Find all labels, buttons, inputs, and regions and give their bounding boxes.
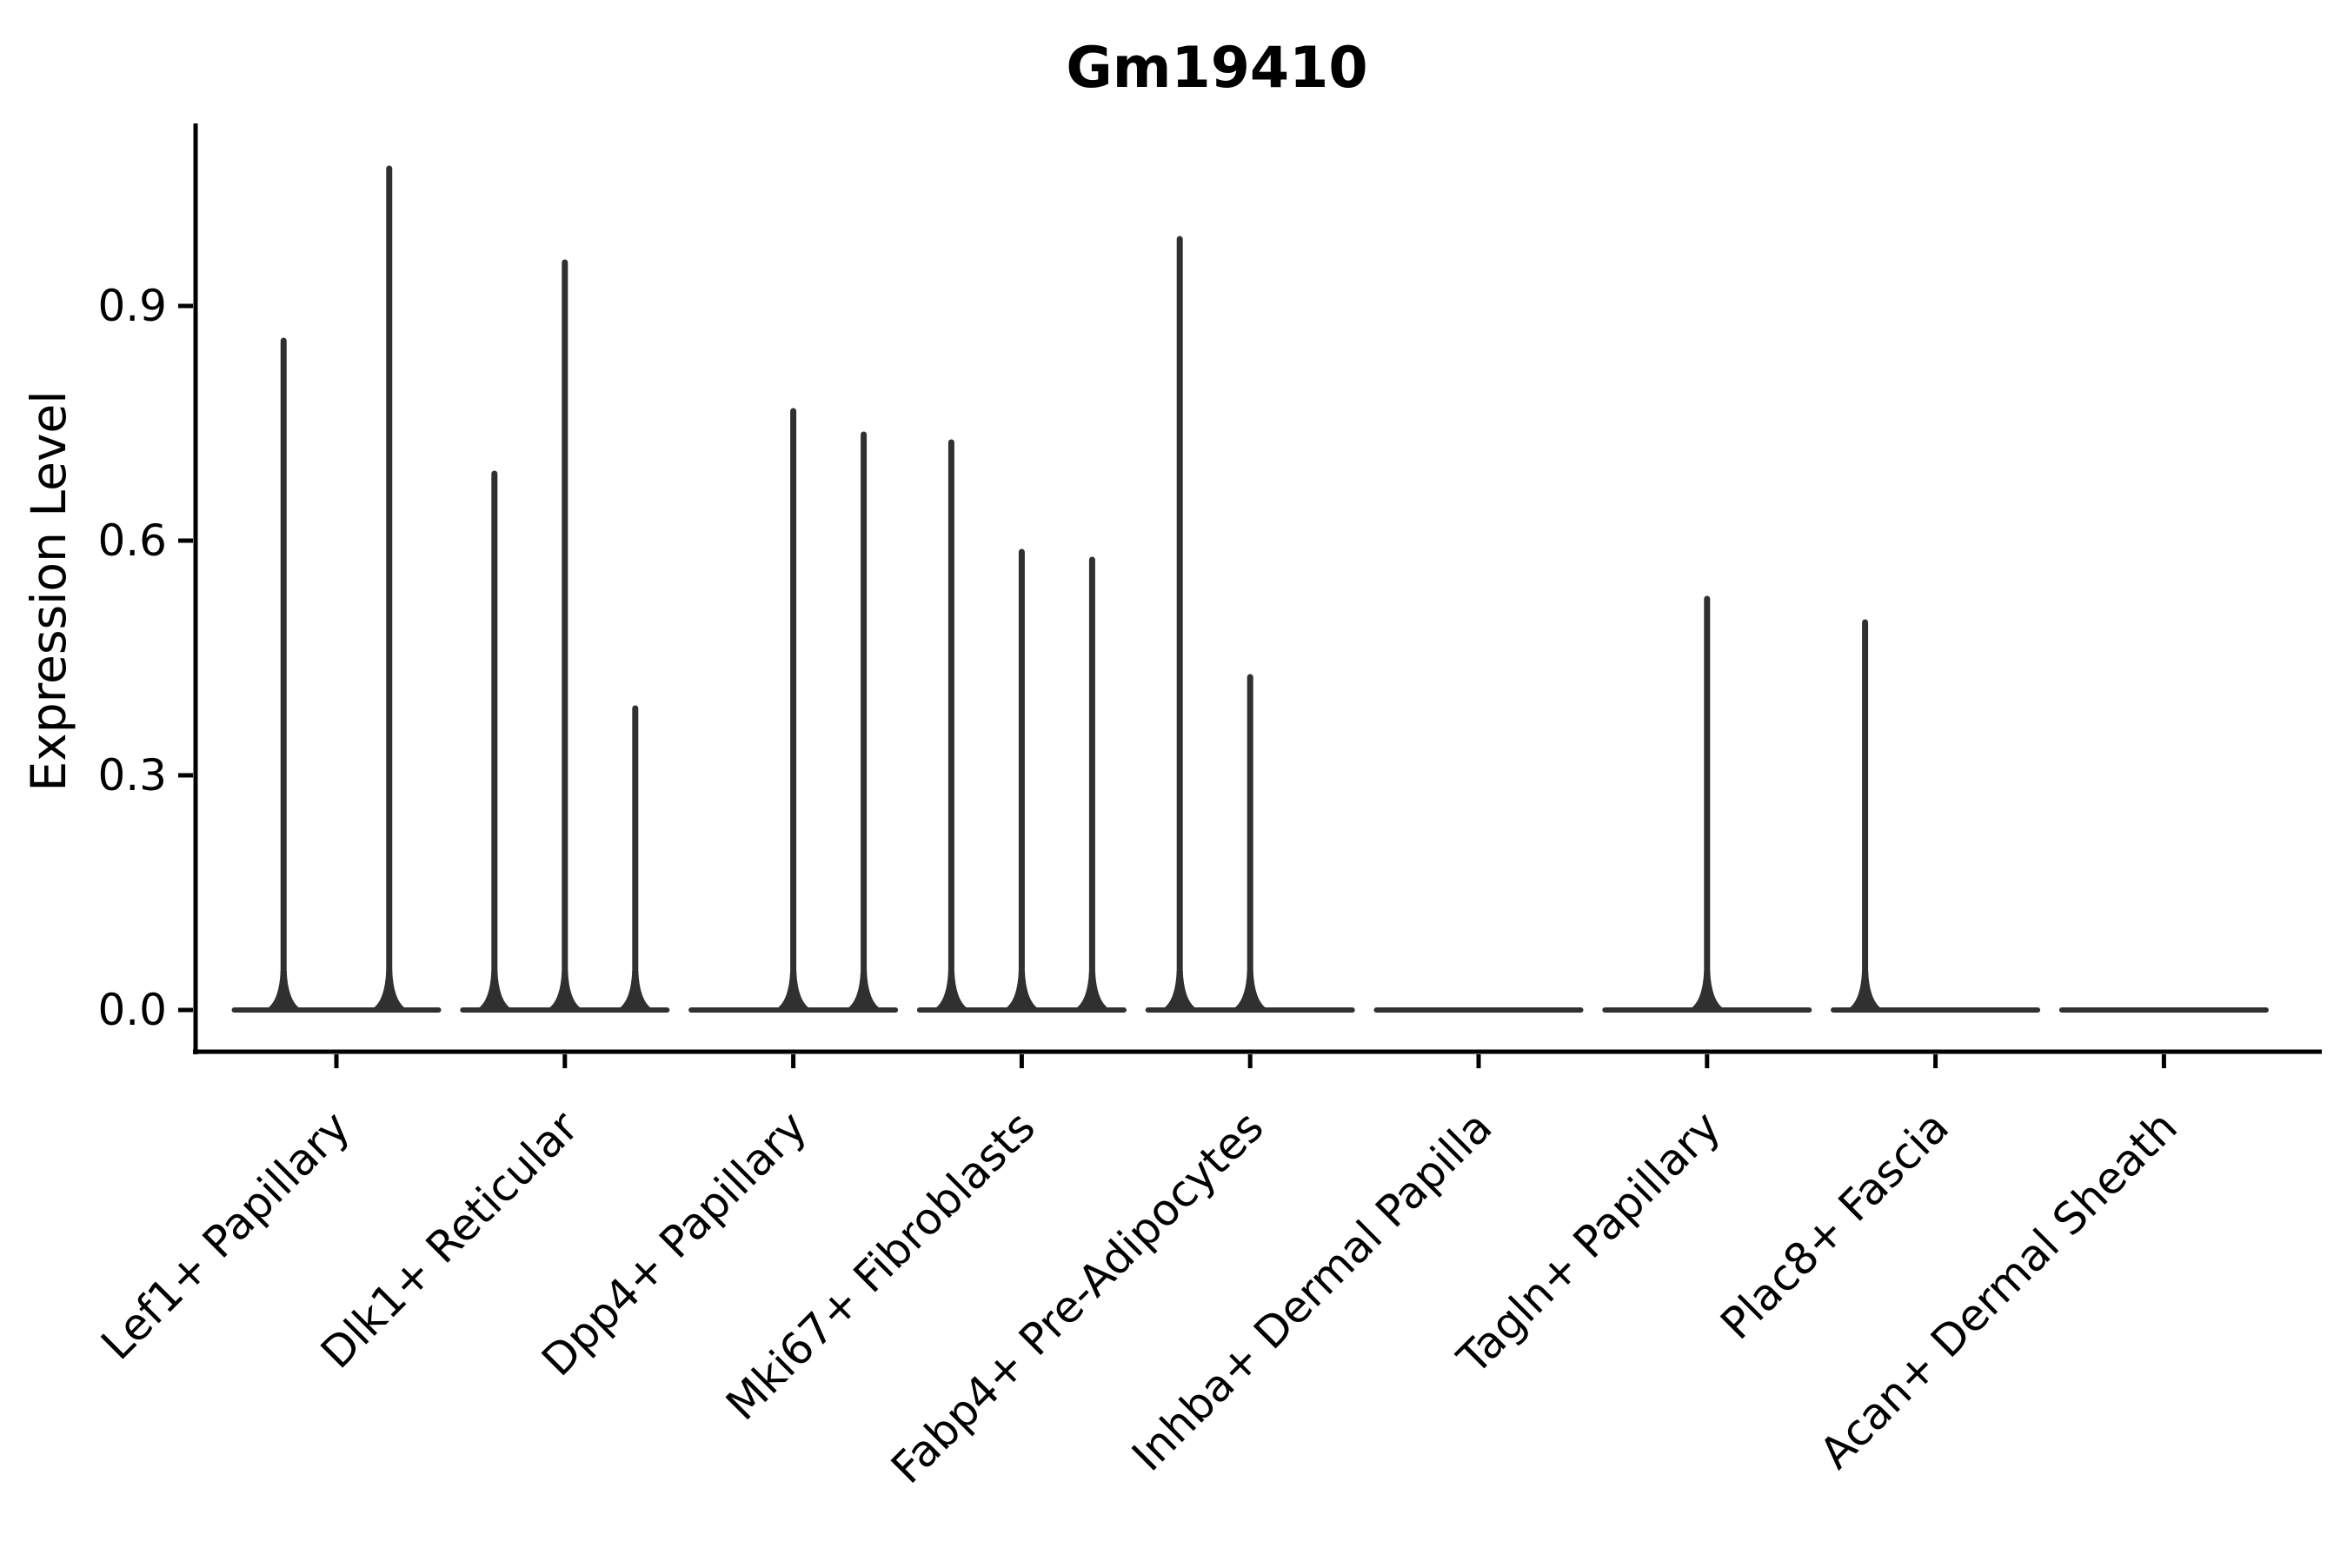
x-tick-label: Inhba+ Dermal Papilla [1122,1101,1501,1480]
violin-series [231,165,2269,1013]
chart-title: Gm19410 [1066,36,1367,101]
y-tick-label: 0.6 [97,515,167,566]
x-tick-label: Plac8+ Fascia [1711,1101,1958,1349]
y-axis-label: Expression Level [21,390,76,791]
y-tick-label: 0.0 [97,985,167,1035]
y-tick-label: 0.3 [97,750,167,801]
x-tick-label: Fabp4+ Pre-Adipocytes [881,1101,1273,1493]
x-axis-ticks [334,1054,2166,1068]
y-axis-ticks: 0.0 0.3 0.6 0.9 [97,281,193,1035]
y-tick-label: 0.9 [97,281,167,331]
x-tick-label: Lef1+ Papillary [91,1101,359,1369]
